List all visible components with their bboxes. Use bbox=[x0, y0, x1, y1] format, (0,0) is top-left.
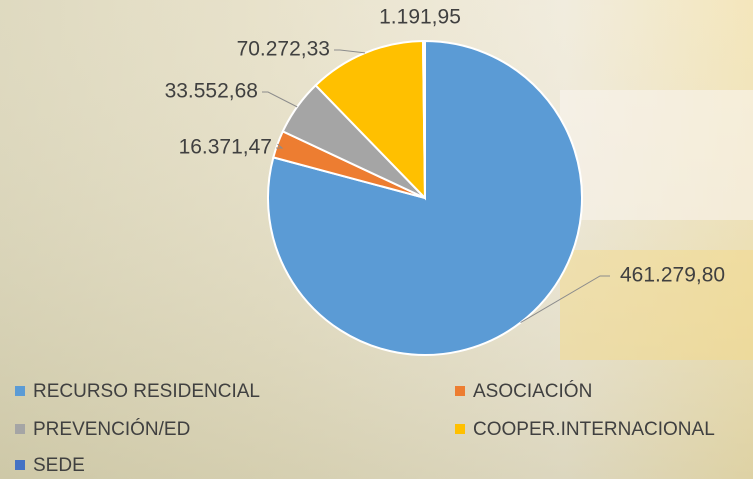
legend-label: PREVENCIÓN/ED bbox=[33, 418, 190, 440]
page: {"chart_data": {"type": "pie", "categori… bbox=[0, 0, 753, 479]
legend-swatch bbox=[15, 386, 25, 396]
chart: 461.279,80 16.371,47 33.552,68 70.272,33 1.1… bbox=[0, 0, 753, 479]
legend-swatch bbox=[15, 424, 25, 434]
legend-label: ASOCIACIÓN bbox=[473, 380, 592, 402]
legend-swatch bbox=[455, 386, 465, 396]
data-label: 16.371,47 bbox=[179, 136, 272, 159]
data-label: 70.272,33 bbox=[237, 38, 330, 61]
legend-label: RECURSO RESIDENCIAL bbox=[33, 381, 260, 402]
data-label: 461.279,80 bbox=[620, 264, 725, 287]
legend-swatch bbox=[15, 460, 25, 470]
data-label: 33.552,68 bbox=[165, 80, 258, 103]
background-wall bbox=[560, 90, 753, 220]
data-label: 1.191,95 bbox=[379, 6, 461, 29]
legend-swatch bbox=[455, 424, 465, 434]
legend-label: COOPER.INTERNACIONAL bbox=[473, 419, 715, 440]
legend-label: SEDE bbox=[33, 455, 85, 476]
